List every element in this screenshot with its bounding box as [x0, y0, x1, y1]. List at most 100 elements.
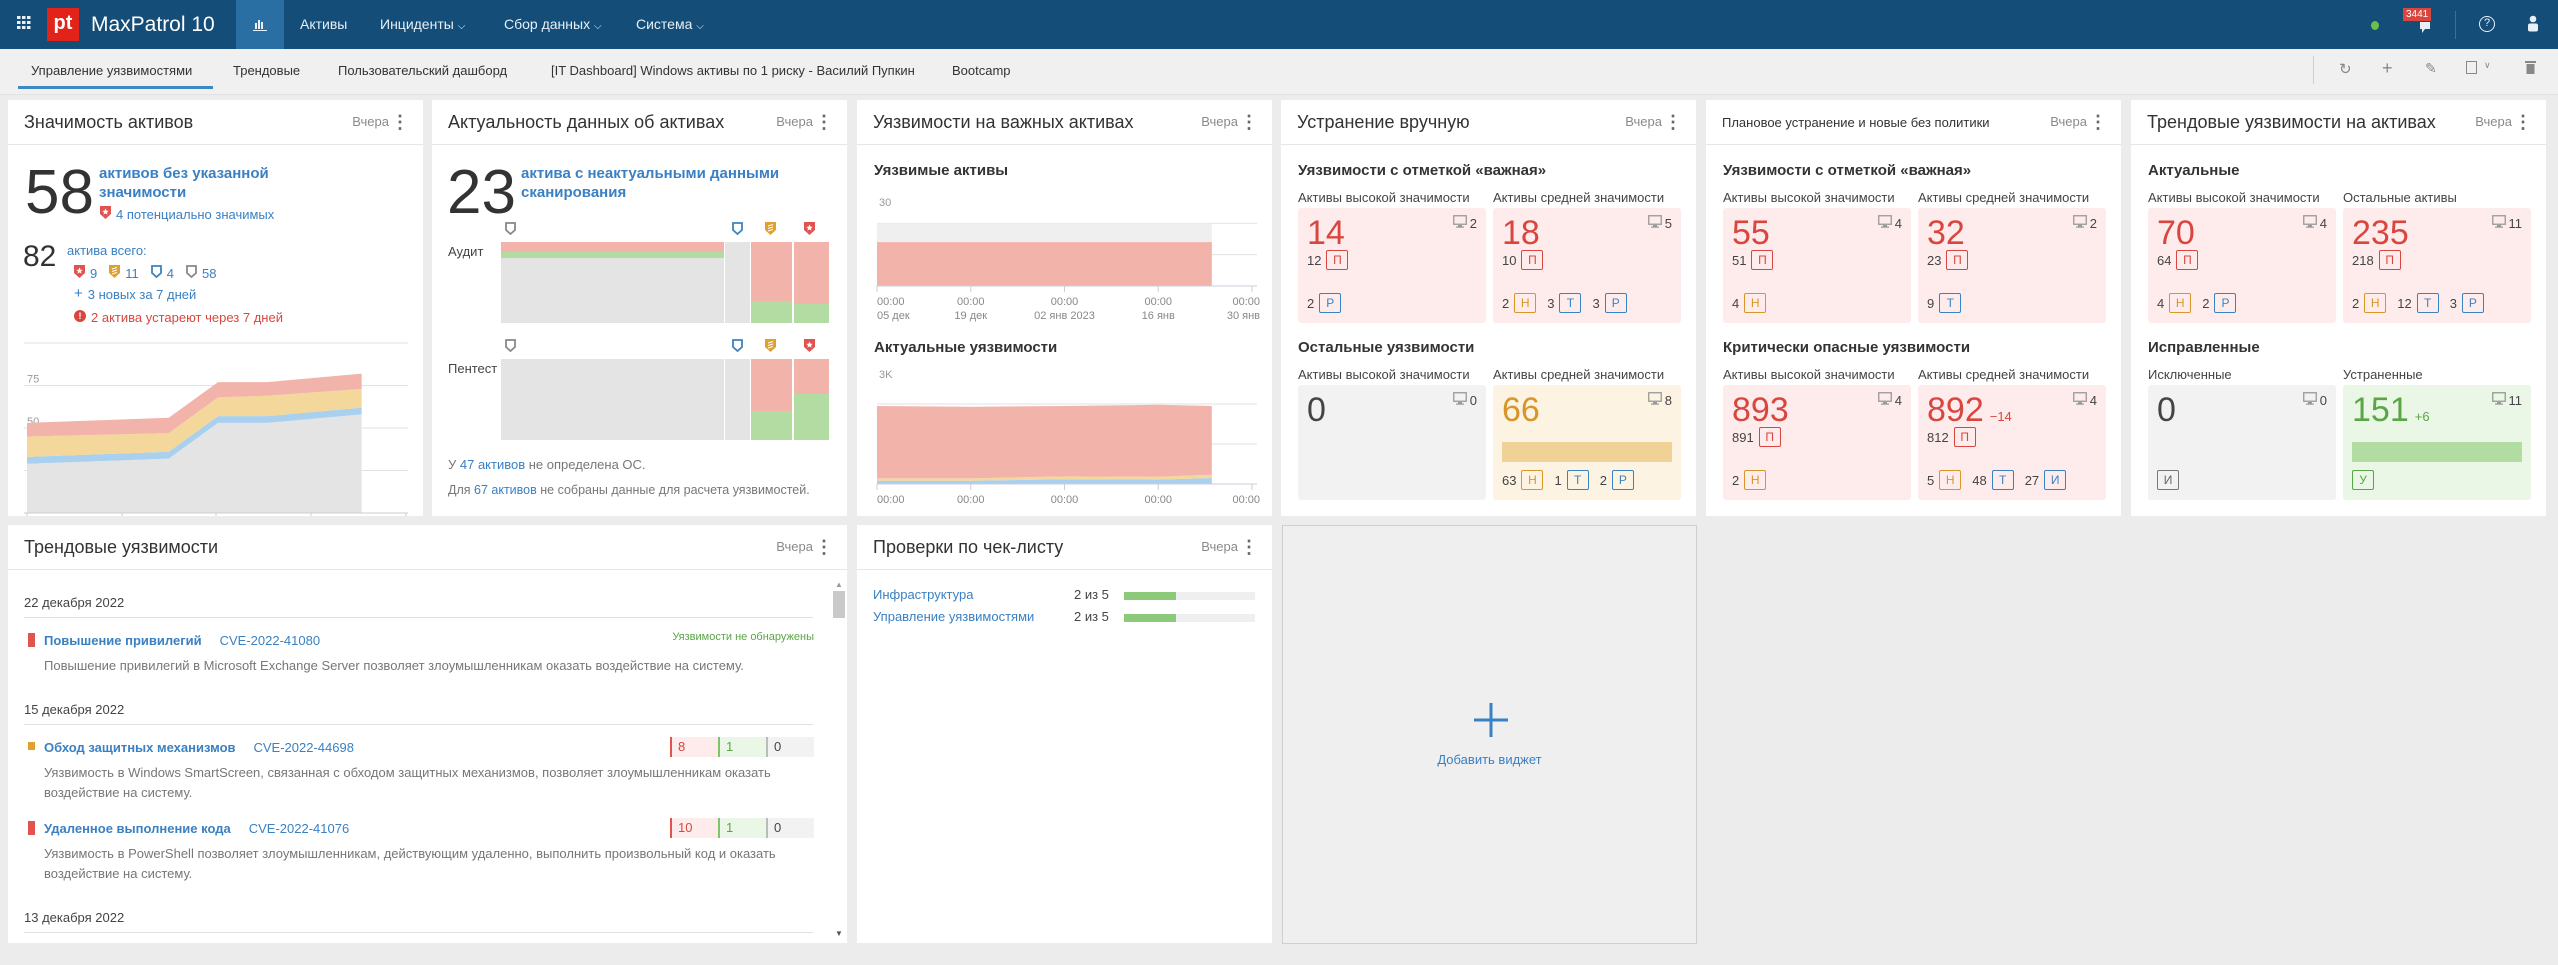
tab-custom-dashboard[interactable]: Пользовательский дашборд — [338, 63, 508, 78]
scrollbar-thumb[interactable] — [833, 591, 845, 618]
asset-count-cell[interactable]: 0 — [766, 737, 814, 757]
more-menu-icon[interactable]: ⋮ — [815, 112, 833, 132]
save-icon[interactable] — [2466, 61, 2477, 74]
status-badge[interactable]: П — [1953, 427, 1976, 447]
status-badge[interactable]: И — [2044, 470, 2067, 490]
status-badge[interactable]: П — [1521, 250, 1544, 270]
total-label[interactable]: актива всего: — [67, 243, 147, 258]
status-badge[interactable]: У — [2352, 470, 2374, 490]
stat-card[interactable]: 0 0 И — [2148, 385, 2336, 500]
asset-count-cell[interactable]: 8 — [670, 737, 718, 757]
trend-title-link[interactable]: Повышение привилегий — [44, 633, 202, 648]
status-badge[interactable]: Р — [2214, 293, 2237, 313]
status-badge[interactable]: Т — [1559, 293, 1582, 313]
cve-link[interactable]: CVE-2022-41076 — [248, 821, 350, 836]
stat-card[interactable]: 235 11 218 П 2 Н 12 Т 3 Р — [2343, 208, 2531, 323]
stat-card[interactable]: 55 4 51 П 4 Н — [1723, 208, 1911, 323]
more-menu-icon[interactable]: ⋮ — [2089, 112, 2107, 132]
more-menu-icon[interactable]: ⋮ — [815, 537, 833, 557]
status-badge[interactable]: Т — [1939, 293, 1962, 313]
status-badge[interactable]: Н — [1744, 470, 1767, 490]
heatmap-cell[interactable] — [725, 242, 750, 323]
status-badge[interactable]: П — [1758, 427, 1781, 447]
status-badge[interactable]: Р — [1319, 293, 1342, 313]
status-badge[interactable]: Р — [1604, 293, 1627, 313]
nav-data-collection[interactable]: Сбор данных ⌵ — [504, 0, 602, 49]
heatmap-cell[interactable] — [501, 242, 724, 323]
scroll-down-icon[interactable]: ▼ — [835, 929, 843, 938]
status-badge[interactable]: Р — [1611, 470, 1634, 490]
asset-count-cell[interactable]: 0 — [766, 818, 814, 838]
more-menu-icon[interactable]: ⋮ — [391, 112, 409, 132]
more-menu-icon[interactable]: ⋮ — [1240, 112, 1258, 132]
status-badge[interactable]: Т — [1991, 470, 2014, 490]
status-badge[interactable]: Р — [2461, 293, 2484, 313]
tab-it-dashboard[interactable]: [IT Dashboard] Windows активы по 1 риску… — [551, 63, 915, 78]
refresh-icon[interactable]: ↻ — [2339, 61, 2352, 78]
trend-title-link[interactable]: Удаленное выполнение кода — [44, 821, 231, 836]
status-badge[interactable]: Н — [1939, 470, 1962, 490]
expiring-link[interactable]: ! 2 актива устареют через 7 дней — [74, 310, 283, 325]
nav-assets[interactable]: Активы — [300, 0, 347, 49]
stat-card[interactable]: 14 2 12 П 2 Р — [1298, 208, 1486, 323]
cve-link[interactable]: CVE-2022-44698 — [253, 740, 354, 755]
status-badge[interactable]: Н — [2364, 293, 2387, 313]
status-badge[interactable]: Н — [2169, 293, 2192, 313]
stat-card[interactable]: 893 4 891 П 2 Н — [1723, 385, 1911, 500]
more-menu-icon[interactable]: ⋮ — [1240, 537, 1258, 557]
status-badge[interactable]: Н — [1744, 293, 1767, 313]
scroll-up-icon[interactable]: ▲ — [835, 580, 843, 589]
nav-system[interactable]: Система ⌵ — [636, 0, 704, 49]
os-unknown-link[interactable]: 47 активов — [459, 457, 526, 472]
user-icon[interactable] — [2527, 15, 2539, 32]
dashboards-button[interactable] — [236, 0, 284, 49]
status-badge[interactable]: П — [2378, 250, 2401, 270]
heatmap-cell[interactable] — [751, 359, 792, 440]
status-badge[interactable]: П — [2176, 250, 2199, 270]
importance-count-low[interactable]: 4 — [150, 265, 174, 281]
heatmap-cell[interactable] — [794, 242, 829, 323]
stat-card[interactable]: 18 5 10 П 2 Н 3 Т 3 Р — [1493, 208, 1681, 323]
status-badge[interactable]: Т — [1566, 470, 1589, 490]
outdated-link[interactable]: актива с неактуальными данными сканирован… — [521, 164, 779, 202]
status-badge[interactable]: И — [2157, 470, 2179, 490]
scrollbar[interactable]: ▲ ▼ — [832, 580, 846, 938]
stat-card[interactable]: 32 2 23 П 9 Т — [1918, 208, 2106, 323]
stat-card[interactable]: 892 −14 4 812 П 5 Н 48 Т 27 И — [1918, 385, 2106, 500]
stat-card[interactable]: 151 +6 11 У — [2343, 385, 2531, 500]
checklist-item-link[interactable]: Управление уязвимостями — [873, 609, 1035, 624]
importance-count-medium[interactable]: 11 — [109, 265, 139, 281]
status-badge[interactable]: Н — [1514, 293, 1537, 313]
notifications-button[interactable]: 3441 — [2403, 8, 2440, 40]
unassigned-link[interactable]: активов без указанной значимости — [99, 164, 269, 202]
heatmap-cell[interactable] — [725, 359, 750, 440]
status-badge[interactable]: П — [1946, 250, 1969, 270]
apps-grid-icon[interactable] — [17, 15, 31, 29]
checklist-item-link[interactable]: Инфраструктура — [873, 587, 974, 602]
status-badge[interactable]: Н — [1521, 470, 1544, 490]
tab-trending[interactable]: Трендовые — [233, 63, 301, 78]
stat-card[interactable]: 66 8 63 Н 1 Т 2 Р — [1493, 385, 1681, 500]
tab-vuln-management[interactable]: Управление уязвимостями — [31, 63, 193, 78]
potential-link[interactable]: 4 потенциально значимых — [100, 206, 274, 222]
trash-icon[interactable] — [2525, 60, 2536, 74]
more-menu-icon[interactable]: ⋮ — [1664, 112, 1682, 132]
heatmap-cell[interactable] — [501, 359, 724, 440]
asset-count-cell[interactable]: 1 — [718, 818, 766, 838]
heatmap-cell[interactable] — [794, 359, 829, 440]
tab-bootcamp[interactable]: Bootcamp — [952, 63, 1011, 78]
pencil-icon[interactable]: ✎ — [2425, 60, 2437, 76]
importance-count-none[interactable]: 58 — [186, 265, 216, 281]
help-icon[interactable]: ? — [2479, 16, 2495, 32]
chevron-down-icon[interactable]: ∨ — [2484, 60, 2491, 70]
stat-card[interactable]: 70 4 64 П 4 Н 2 Р — [2148, 208, 2336, 323]
trend-title-link[interactable]: Обход защитных механизмов — [44, 740, 236, 755]
new-assets-link[interactable]: +3 новых за 7 дней — [74, 286, 196, 302]
no-data-link[interactable]: 67 активов — [474, 483, 537, 497]
heatmap-cell[interactable] — [751, 242, 792, 323]
asset-count-cell[interactable]: 10 — [670, 818, 718, 838]
asset-count-cell[interactable]: 1 — [718, 737, 766, 757]
plus-icon[interactable]: + — [2382, 58, 2393, 78]
status-badge[interactable]: П — [1751, 250, 1774, 270]
